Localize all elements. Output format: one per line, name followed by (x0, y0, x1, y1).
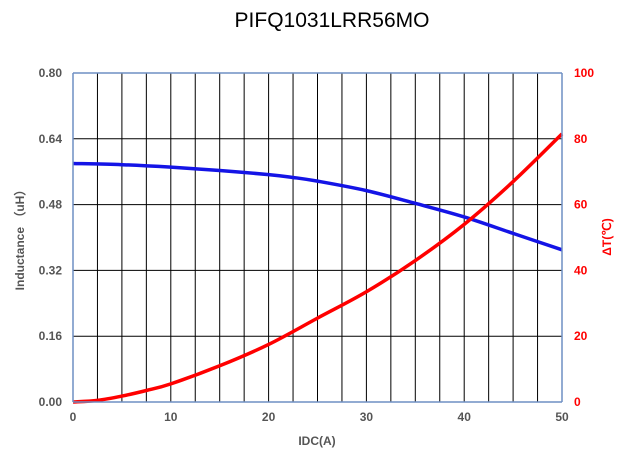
x-tick-label: 0 (70, 410, 77, 424)
y-left-tick-label: 0.32 (39, 263, 63, 277)
y-left-tick-label: 0.16 (39, 329, 63, 343)
y-right-tick-label: 60 (574, 198, 588, 212)
tick-labels: 0 10 20 30 40 50 0.00 0.16 0.32 0.48 0.64 0.80 0 20 40… (39, 66, 595, 424)
chart-title: PIFQ1031LRR56MO (235, 9, 430, 32)
plot-frame (72, 72, 563, 403)
grid (73, 73, 562, 402)
y-right-tick-label: 20 (574, 329, 588, 343)
x-tick-label: 40 (458, 410, 472, 424)
y-left-tick-label: 0.80 (39, 66, 63, 80)
series-layer (72, 132, 564, 404)
y-right-tick-label: 40 (574, 263, 588, 277)
y-left-tick-label: 0.48 (39, 198, 63, 212)
y-axis-right-title: ΔT(℃) (600, 218, 614, 255)
x-tick-label: 10 (164, 410, 178, 424)
x-tick-label: 20 (262, 410, 276, 424)
series-line-inductance (72, 161, 563, 252)
y-right-tick-label: 0 (574, 395, 581, 409)
x-tick-label: 50 (555, 410, 569, 424)
x-axis-title: IDC(A) (298, 434, 335, 448)
x-tick-label: 30 (360, 410, 374, 424)
y-right-tick-label: 100 (574, 66, 594, 80)
y-left-tick-label: 0.00 (39, 395, 63, 409)
y-left-tick-label: 0.64 (39, 132, 63, 146)
series-line-temperature (72, 132, 564, 404)
y-axis-left-title: Inductance （uH） (12, 184, 27, 291)
y-right-tick-label: 80 (574, 132, 588, 146)
